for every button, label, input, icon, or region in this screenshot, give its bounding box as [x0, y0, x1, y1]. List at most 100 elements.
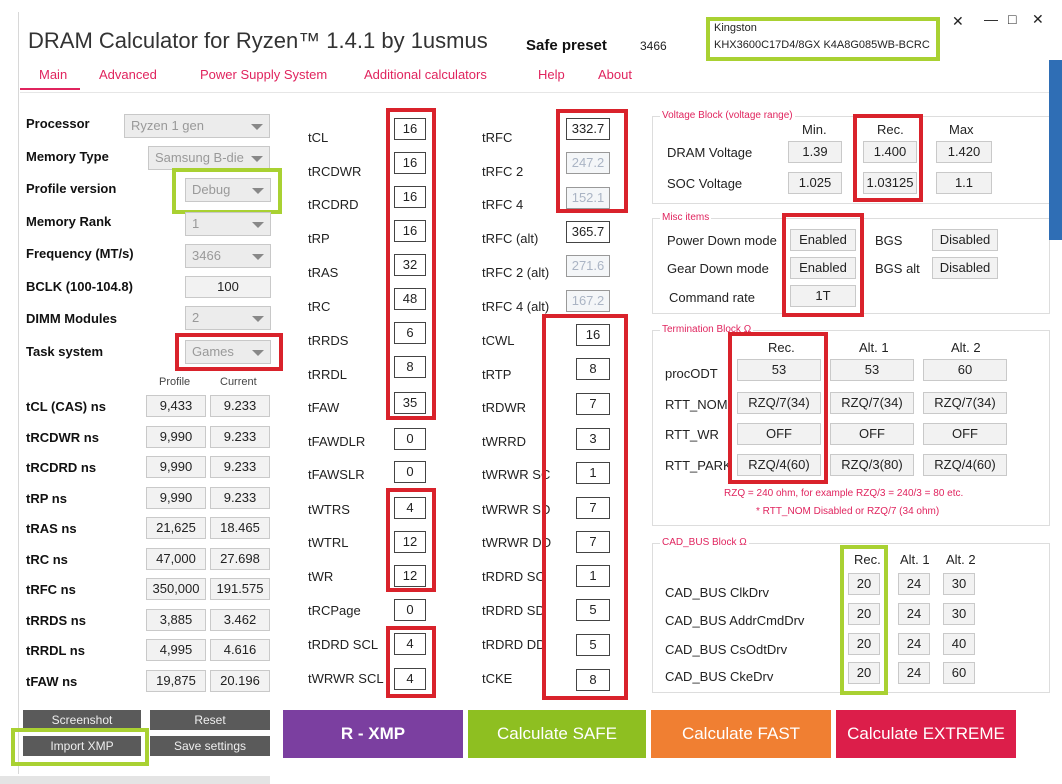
timing-value[interactable]: 7 — [576, 531, 610, 553]
tab-main[interactable]: Main — [39, 67, 68, 82]
import-xmp-button[interactable]: Import XMP — [23, 736, 141, 756]
timing-label: tFAWDLR — [308, 434, 366, 449]
timing-value[interactable]: 48 — [394, 288, 426, 310]
timing-label: tCKE — [482, 671, 513, 686]
timing-value[interactable]: 4 — [394, 668, 426, 690]
ns-current-value: 9.233 — [210, 426, 270, 448]
timing-value[interactable]: 0 — [394, 461, 426, 483]
memory-rank-select[interactable]: 1 — [185, 212, 271, 236]
tab-additional-calculators[interactable]: Additional calculators — [364, 67, 487, 82]
timing-value[interactable]: 8 — [394, 356, 426, 378]
timing-value[interactable]: 16 — [394, 220, 426, 242]
ns-profile-value: 3,885 — [146, 609, 206, 631]
timing-label: tRAS — [308, 265, 339, 280]
timing-value[interactable]: 1 — [576, 565, 610, 587]
frequency-select[interactable]: 3466 — [185, 244, 271, 268]
timing-value[interactable]: 32 — [394, 254, 426, 276]
gear-down-label: Gear Down mode — [667, 261, 769, 276]
profile-version-select[interactable]: Debug — [185, 178, 271, 202]
timing-value[interactable]: 8 — [576, 669, 610, 691]
ns-current-value: 9.233 — [210, 487, 270, 509]
timing-value[interactable]: 12 — [394, 531, 426, 553]
processor-select[interactable]: Ryzen 1 gen — [124, 114, 270, 138]
tab-advanced[interactable]: Advanced — [99, 67, 157, 82]
soc-voltage-rec: 1.03125 — [863, 172, 917, 194]
preset-value: 3466 — [640, 39, 667, 53]
calculate-extreme-button[interactable]: Calculate EXTREME — [836, 710, 1016, 758]
kingston-info: Kingston KHX3600C17D4/8GX K4A8G085WB-BCR… — [712, 20, 936, 58]
voltage-header-max: Max — [949, 122, 974, 137]
timing-value[interactable]: 0 — [394, 599, 426, 621]
setting-label-profile-version: Profile version — [26, 181, 117, 196]
timing-value[interactable]: 3 — [576, 428, 610, 450]
timing-label: tRFC 4 (alt) — [482, 299, 550, 314]
tab-about[interactable]: About — [598, 67, 632, 82]
timing-value[interactable]: 5 — [576, 634, 610, 656]
timing-value[interactable]: 4 — [394, 497, 426, 519]
ns-profile-value: 350,000 — [146, 578, 206, 600]
cad-row-label: CAD_BUS AddrCmdDrv — [665, 613, 805, 628]
memory-type-select[interactable]: Samsung B-die — [148, 146, 270, 170]
task-system-select[interactable]: Games — [185, 340, 271, 364]
termination-rec: OFF — [737, 423, 821, 445]
voltage-block-title: Voltage Block (voltage range) — [660, 110, 795, 121]
save-settings-button[interactable]: Save settings — [150, 736, 270, 756]
ns-label: tCL (CAS) ns — [26, 399, 106, 414]
ns-profile-value: 4,995 — [146, 639, 206, 661]
timing-value[interactable]: 7 — [576, 497, 610, 519]
ns-current-value: 3.462 — [210, 609, 270, 631]
cad-alt1: 24 — [898, 633, 930, 655]
calculate-safe-button[interactable]: Calculate SAFE — [468, 710, 646, 758]
r-xmp-button[interactable]: R - XMP — [283, 710, 463, 758]
timing-label: tRDRD SD — [482, 603, 545, 618]
setting-label-task-system: Task system — [26, 344, 104, 359]
ns-header-profile: Profile — [159, 376, 191, 388]
reset-button[interactable]: Reset — [150, 710, 270, 730]
power-down-value: Enabled — [790, 229, 856, 251]
ns-label: tRRDS ns — [26, 613, 86, 628]
timing-label: tRFC (alt) — [482, 231, 539, 246]
screenshot-button[interactable]: Screenshot — [23, 710, 141, 730]
timing-value[interactable]: 1 — [576, 462, 610, 484]
timing-value[interactable]: 7 — [576, 393, 610, 415]
tab-power-supply[interactable]: Power Supply System — [200, 67, 328, 82]
timing-value[interactable]: 332.7 — [566, 118, 610, 140]
cad-alt1: 24 — [898, 603, 930, 625]
bgs-value: Disabled — [932, 229, 998, 251]
timing-label: tRP — [308, 231, 330, 246]
timing-value[interactable]: 16 — [394, 152, 426, 174]
timing-value[interactable]: 12 — [394, 565, 426, 587]
command-rate-label: Command rate — [669, 290, 755, 305]
termination-rec: 53 — [737, 359, 821, 381]
minimize-icon[interactable]: — — [984, 11, 998, 27]
timing-value[interactable]: 0 — [394, 428, 426, 450]
ns-label: tRCDRD ns — [26, 460, 97, 475]
dram-voltage-label: DRAM Voltage — [667, 145, 753, 160]
timing-value[interactable]: 16 — [394, 118, 426, 140]
timing-value[interactable]: 8 — [576, 358, 610, 380]
timing-value[interactable]: 16 — [576, 324, 610, 346]
timing-value[interactable]: 5 — [576, 599, 610, 621]
setting-label-frequency: Frequency (MT/s) — [26, 246, 134, 261]
cad-alt2: 40 — [943, 633, 975, 655]
timing-value[interactable]: 16 — [394, 186, 426, 208]
bclk-input[interactable]: 100 — [185, 276, 271, 298]
timing-value[interactable]: 35 — [394, 392, 426, 414]
close-window-icon[interactable]: ✕ — [1032, 11, 1044, 27]
termination-note-rzq: RZQ = 240 ohm, for example RZQ/3 = 240/3… — [724, 488, 964, 499]
cad-alt2: 30 — [943, 603, 975, 625]
timing-label: tRDRD SC — [482, 569, 545, 584]
calculate-fast-button[interactable]: Calculate FAST — [651, 710, 831, 758]
termination-alt2: RZQ/4(60) — [923, 454, 1007, 476]
tab-help[interactable]: Help — [538, 67, 565, 82]
setting-label-memory-type: Memory Type — [26, 149, 109, 164]
cad-rec: 20 — [848, 603, 880, 625]
cad-rec: 20 — [848, 633, 880, 655]
timing-value[interactable]: 4 — [394, 633, 426, 655]
maximize-icon[interactable]: □ — [1008, 11, 1017, 27]
timing-value[interactable]: 365.7 — [566, 221, 610, 243]
dimm-modules-select[interactable]: 2 — [185, 306, 271, 330]
timing-value[interactable]: 6 — [394, 322, 426, 344]
cad-row-label: CAD_BUS CkeDrv — [665, 669, 774, 684]
close-icon[interactable]: ✕ — [952, 13, 964, 29]
